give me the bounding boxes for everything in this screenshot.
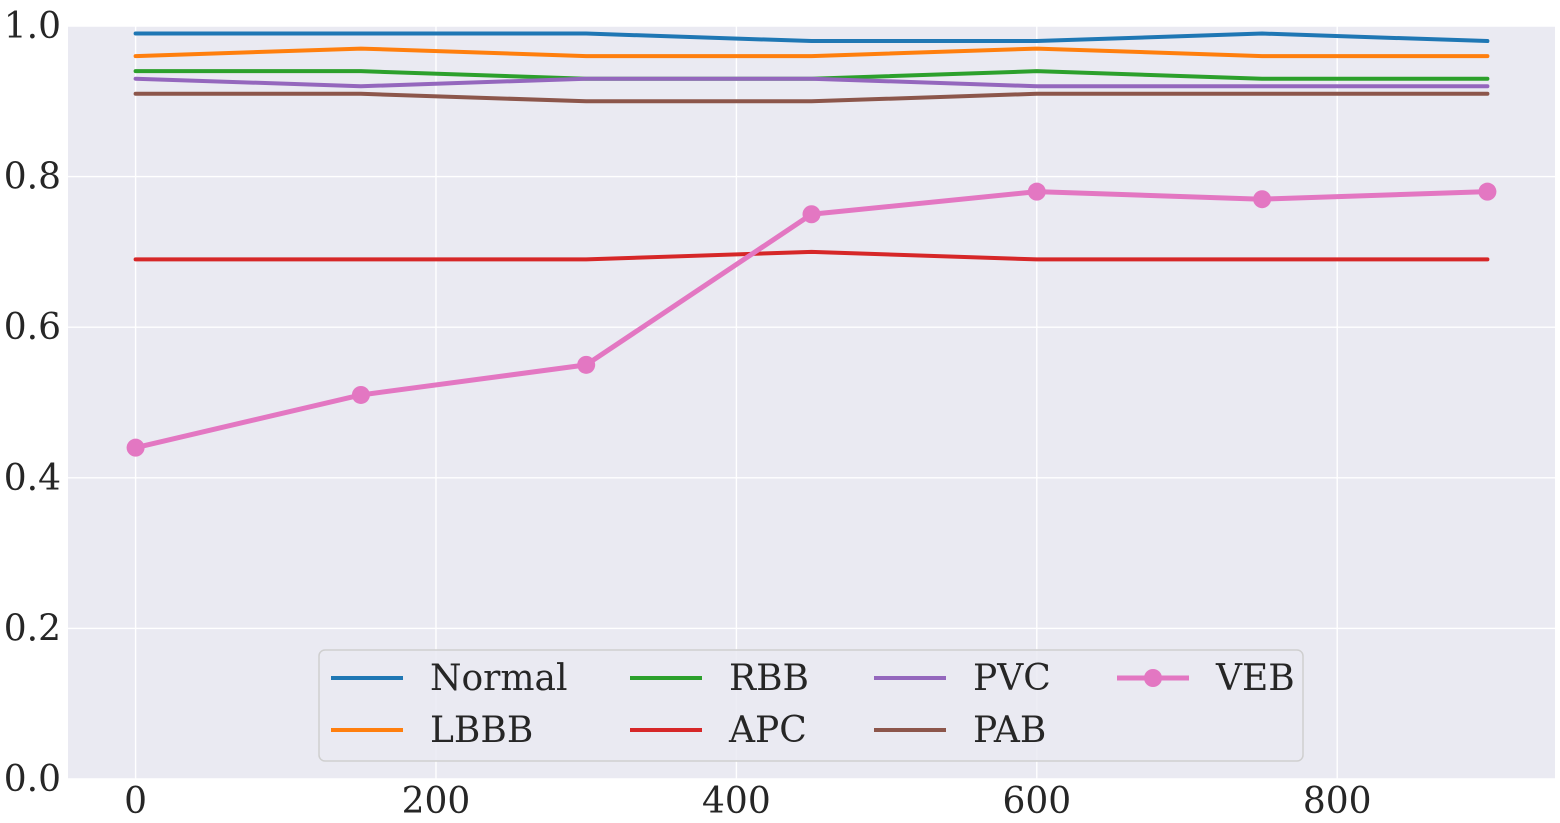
data-point-veb — [802, 205, 821, 224]
series-pab — [133, 91, 1490, 104]
y-tick-label: 0.0 — [4, 759, 61, 800]
y-axis-ticks: 0.0 0.2 0.4 0.6 0.8 1.0 — [4, 6, 61, 800]
data-point-veb — [1478, 182, 1497, 201]
legend-entry-apc: APC — [630, 710, 807, 751]
x-axis-ticks: 0 200 400 600 800 — [124, 781, 1371, 822]
data-point-veb — [1253, 190, 1272, 209]
series-apc — [133, 249, 1490, 262]
data-point-veb — [1027, 182, 1046, 201]
legend-label: Normal — [430, 658, 568, 699]
x-tick-label: 400 — [702, 781, 771, 822]
legend-label: PAB — [973, 710, 1046, 751]
series-normal — [133, 31, 1490, 44]
legend-entry-normal: Normal — [331, 658, 568, 699]
y-tick-label: 0.4 — [4, 458, 61, 499]
series-layer — [126, 31, 1497, 457]
x-tick-label: 800 — [1303, 781, 1372, 822]
data-point-veb — [577, 355, 596, 374]
y-tick-label: 1.0 — [4, 6, 61, 47]
x-tick-label: 600 — [1002, 781, 1071, 822]
y-tick-label: 0.2 — [4, 608, 61, 649]
legend-frame — [318, 649, 1304, 762]
legend: Normal LBBB RBB APC PVC PAB VEB — [318, 649, 1304, 762]
x-tick-label: 0 — [124, 781, 147, 822]
legend-entry-rbb: RBB — [630, 658, 809, 699]
series-line-lbbb — [133, 46, 1490, 59]
grid-lines — [68, 25, 1555, 780]
legend-marker — [1144, 669, 1162, 687]
series-pvc — [133, 76, 1490, 89]
series-line-pvc — [133, 76, 1490, 89]
legend-entry-veb: VEB — [1117, 658, 1295, 699]
series-lbbb — [133, 46, 1490, 59]
legend-entry-pvc: PVC — [874, 658, 1051, 699]
legend-label: VEB — [1215, 658, 1295, 699]
legend-label: LBBB — [430, 710, 533, 751]
legend-label: APC — [728, 710, 807, 751]
legend-entry-pab: PAB — [874, 710, 1046, 751]
x-tick-label: 200 — [402, 781, 471, 822]
legend-label: PVC — [973, 658, 1051, 699]
y-tick-label: 0.8 — [4, 157, 61, 198]
series-line-normal — [133, 31, 1490, 44]
legend-label: RBB — [729, 658, 809, 699]
data-point-veb — [126, 438, 145, 457]
y-tick-label: 0.6 — [4, 307, 61, 348]
data-point-veb — [351, 385, 370, 404]
series-line-pab — [133, 91, 1490, 104]
series-line-apc — [133, 249, 1490, 262]
legend-entry-lbbb: LBBB — [331, 710, 533, 751]
series-veb — [126, 182, 1497, 457]
